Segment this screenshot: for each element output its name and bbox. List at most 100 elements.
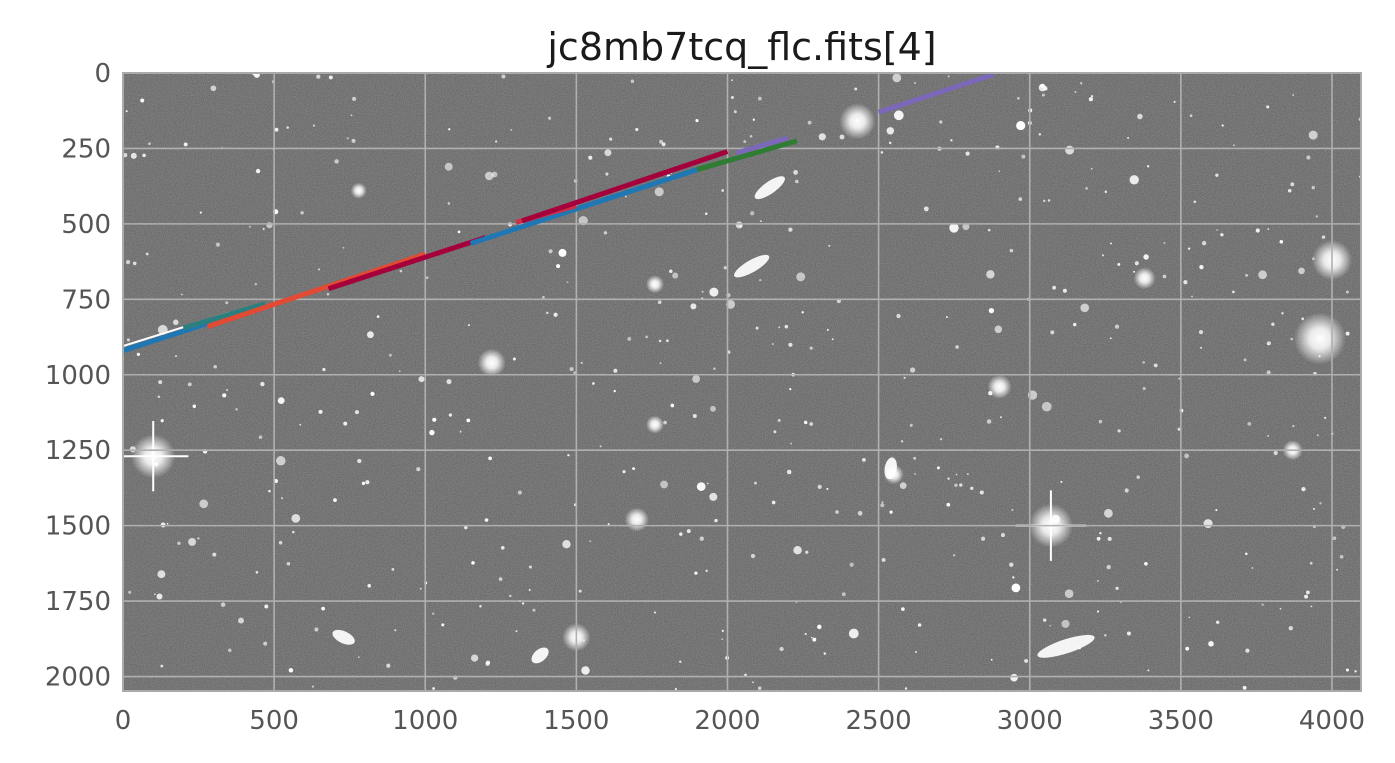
star	[954, 483, 958, 488]
star	[771, 343, 774, 345]
star	[123, 152, 128, 158]
star	[752, 681, 754, 684]
star	[1185, 646, 1190, 651]
star	[1345, 331, 1350, 336]
star	[1074, 90, 1077, 93]
star	[670, 403, 675, 408]
star	[810, 636, 813, 639]
star	[1104, 190, 1108, 194]
star	[947, 75, 950, 78]
star	[1099, 531, 1102, 535]
star	[1133, 270, 1136, 273]
star	[1101, 254, 1104, 257]
star	[988, 307, 995, 314]
star	[1012, 576, 1015, 579]
streak-segment	[206, 251, 427, 329]
star	[1038, 133, 1042, 136]
star	[1124, 488, 1129, 493]
star	[1098, 419, 1103, 424]
star	[1266, 370, 1271, 375]
star	[733, 110, 737, 114]
star	[990, 658, 993, 661]
star	[447, 202, 451, 205]
star	[826, 328, 829, 331]
star	[721, 638, 724, 641]
star	[1018, 197, 1023, 201]
star	[266, 222, 273, 229]
star	[896, 313, 901, 319]
star	[352, 96, 357, 101]
star	[959, 483, 963, 487]
star	[1134, 261, 1139, 266]
star	[1183, 280, 1188, 285]
star	[488, 456, 492, 461]
star	[1290, 337, 1294, 341]
star	[750, 211, 755, 216]
star	[923, 206, 929, 212]
star	[1306, 590, 1310, 595]
star	[955, 473, 958, 476]
star	[699, 536, 704, 541]
star	[292, 530, 295, 534]
star	[569, 367, 574, 372]
star	[613, 368, 618, 373]
star	[448, 413, 453, 417]
star	[805, 550, 809, 554]
star	[622, 470, 626, 474]
star	[1107, 536, 1112, 541]
star	[157, 570, 166, 579]
star	[128, 590, 132, 594]
star	[148, 142, 151, 146]
star	[1301, 486, 1306, 492]
star	[160, 664, 164, 668]
star	[1312, 507, 1316, 511]
star	[888, 141, 892, 145]
star	[1085, 187, 1088, 190]
star	[607, 523, 610, 526]
star	[696, 482, 706, 491]
extended-source	[1037, 634, 1095, 658]
star	[562, 540, 571, 549]
star	[220, 602, 226, 607]
star	[914, 473, 916, 475]
star	[743, 140, 747, 144]
bright-source	[987, 374, 1012, 399]
star	[1323, 416, 1327, 420]
star	[553, 312, 558, 317]
x-tick-label: 0	[115, 706, 132, 736]
star	[1189, 114, 1193, 118]
star	[1271, 322, 1275, 327]
star	[987, 228, 991, 232]
star	[528, 565, 532, 569]
star	[1266, 341, 1271, 346]
extended-source	[884, 457, 897, 480]
star	[1188, 616, 1191, 619]
star	[809, 422, 814, 426]
star	[828, 244, 831, 247]
grid	[123, 73, 1361, 691]
star	[1255, 228, 1260, 233]
star	[901, 607, 905, 611]
star	[726, 299, 736, 309]
star	[823, 652, 826, 655]
star	[334, 159, 339, 164]
star	[721, 189, 725, 192]
y-tick-label: 0	[94, 59, 111, 89]
star	[1038, 83, 1047, 92]
y-tick-label: 500	[61, 210, 111, 240]
star	[1242, 685, 1247, 690]
image-noise	[123, 73, 1361, 691]
star	[255, 570, 259, 574]
star	[1173, 100, 1176, 103]
star	[580, 361, 583, 364]
star	[986, 270, 995, 279]
star	[804, 632, 807, 636]
star	[1137, 113, 1143, 120]
star	[548, 116, 552, 120]
star	[803, 420, 808, 425]
x-tick-label: 2000	[694, 706, 760, 736]
star	[1203, 519, 1213, 529]
star	[300, 211, 304, 215]
star	[881, 557, 886, 562]
star	[773, 430, 777, 434]
